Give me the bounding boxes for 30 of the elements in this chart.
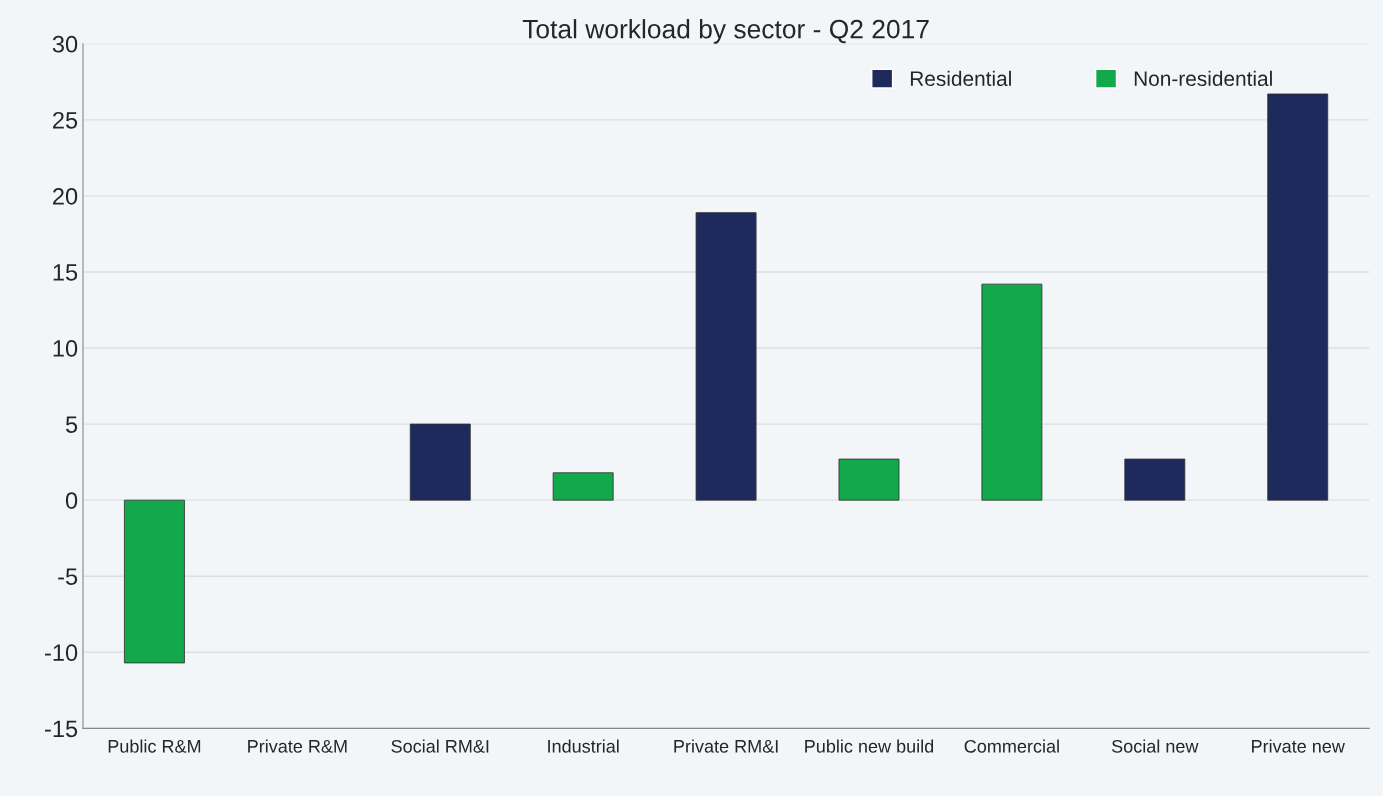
bar xyxy=(409,423,471,501)
bar xyxy=(552,472,614,501)
bar xyxy=(1267,93,1329,501)
y-tick-label: 10 xyxy=(53,340,78,357)
x-tick-label: Social new xyxy=(1111,739,1199,753)
bar xyxy=(124,499,185,664)
y-tick-label: 0 xyxy=(65,492,78,509)
y-tick-label: 15 xyxy=(53,264,78,281)
x-tick-label: Commercial xyxy=(964,739,1059,753)
y-tick-label: 5 xyxy=(65,416,78,433)
bar xyxy=(838,458,900,501)
y-tick-label: -10 xyxy=(45,644,78,662)
x-tick-label: Public new build xyxy=(805,739,934,753)
x-tick-label: Private R&M xyxy=(248,739,347,753)
x-tick-label: Private RM&I xyxy=(674,739,778,753)
bar xyxy=(695,212,757,501)
legend-label: Residential xyxy=(910,70,1011,87)
legend-label: Non-residential xyxy=(1134,70,1272,87)
x-tick-label: Social RM&I xyxy=(391,739,489,753)
y-tick-label: 20 xyxy=(53,187,78,205)
y-tick-label: -15 xyxy=(45,720,78,738)
y-tick-label: 25 xyxy=(53,111,78,129)
y-tick-label: -5 xyxy=(58,568,78,585)
x-tick-label: Industrial xyxy=(548,739,619,753)
x-tick-label: Private new xyxy=(1252,739,1345,753)
bar xyxy=(1124,458,1186,501)
x-tick-label: Public R&M xyxy=(108,739,201,753)
chart-title: Total workload by sector - Q2 2017 xyxy=(522,19,929,44)
y-tick-label: 30 xyxy=(52,35,78,53)
bar xyxy=(981,283,1043,501)
